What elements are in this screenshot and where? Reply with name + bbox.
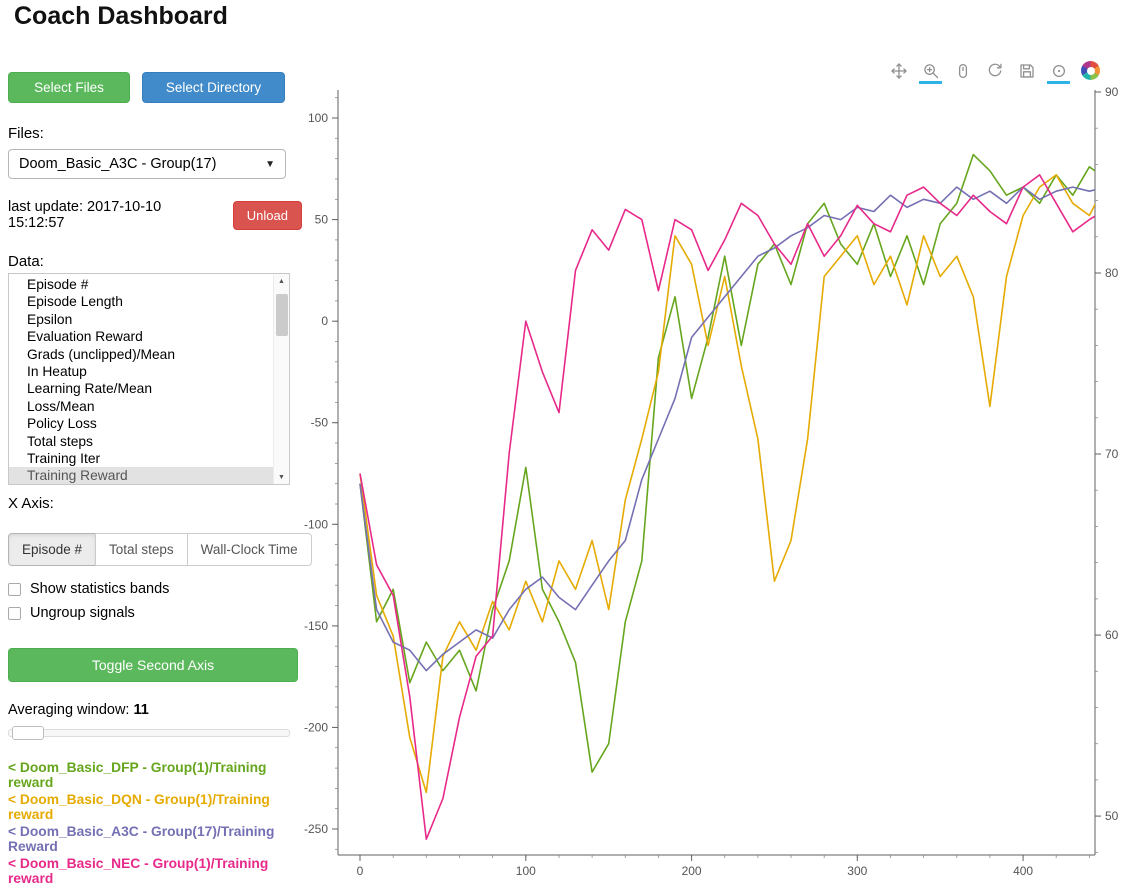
svg-text:70: 70: [1105, 447, 1119, 461]
data-listbox[interactable]: Episode # Episode Length Epsilon Evaluation…: [8, 273, 290, 485]
show-statistics-bands-label: Show statistics bands: [30, 581, 170, 597]
ungroup-signals-label: Ungroup signals: [30, 605, 135, 621]
data-list-item[interactable]: Evaluation Reward: [27, 329, 143, 345]
data-list-item[interactable]: Episode Length: [27, 294, 123, 310]
data-list-item[interactable]: Epsilon: [27, 311, 73, 327]
files-select-value: Doom_Basic_A3C - Group(17): [19, 156, 217, 172]
svg-text:300: 300: [847, 864, 867, 878]
reset-icon[interactable]: [985, 60, 1004, 81]
x-axis-option-episode[interactable]: Episode #: [8, 533, 97, 566]
data-list-item[interactable]: Training Iter: [27, 451, 101, 467]
file-buttons-row: Select Files Select Directory: [8, 72, 302, 103]
wheel-zoom-icon[interactable]: [953, 60, 972, 81]
data-list-item[interactable]: Grads (unclipped)/Mean: [27, 346, 176, 362]
last-update-text: last update: 2017-10-10 15:12:57: [8, 199, 162, 231]
data-list-item[interactable]: Total steps: [27, 433, 93, 449]
data-list-item[interactable]: In Heatup: [27, 364, 87, 380]
svg-text:50: 50: [1105, 809, 1119, 823]
averaging-window-slider[interactable]: [8, 726, 290, 740]
svg-text:50: 50: [315, 213, 329, 227]
legend-item-dfp[interactable]: < Doom_Basic_DFP - Group(1)/Training rew…: [8, 760, 267, 791]
ungroup-signals-row: Ungroup signals: [8, 605, 302, 621]
chart-panel: 100 50 0 -50 -100 -150 -200 -250 0 100 200 300 400 90…: [300, 55, 1142, 881]
bokeh-logo-icon[interactable]: [1081, 61, 1100, 80]
x-axis-label: X Axis:: [8, 495, 54, 512]
scrollbar-thumb[interactable]: [276, 294, 288, 336]
slider-handle[interactable]: [12, 726, 44, 740]
x-axis-option-total-steps[interactable]: Total steps: [95, 533, 188, 566]
save-icon[interactable]: [1017, 60, 1036, 81]
svg-text:0: 0: [321, 314, 328, 328]
data-listbox-items: Episode # Episode Length Epsilon Evaluation…: [9, 276, 273, 484]
signal-legend: < Doom_Basic_DFP - Group(1)/Training rew…: [8, 760, 302, 887]
svg-text:100: 100: [516, 864, 536, 878]
files-label: Files:: [8, 125, 44, 142]
svg-text:-100: -100: [304, 517, 328, 531]
ungroup-signals-checkbox[interactable]: [8, 606, 21, 620]
toggle-second-axis-button[interactable]: Toggle Second Axis: [8, 648, 298, 682]
data-list-item[interactable]: Loss/Mean: [27, 398, 95, 414]
hover-icon[interactable]: [1047, 60, 1070, 84]
averaging-window-row: Averaging window: 11: [8, 702, 302, 718]
last-update-row: last update: 2017-10-10 15:12:57 Unload: [8, 199, 302, 231]
data-label: Data:: [8, 253, 44, 270]
data-list-item[interactable]: Episode #: [27, 277, 89, 292]
svg-text:60: 60: [1105, 628, 1119, 642]
scroll-down-icon[interactable]: ▼: [278, 473, 285, 481]
statistics-bands-row: Show statistics bands: [8, 581, 302, 597]
averaging-window-value: 11: [133, 702, 149, 718]
legend-item-a3c[interactable]: < Doom_Basic_A3C - Group(17)/Training Re…: [8, 823, 275, 855]
legend-item-dqn[interactable]: < Doom_Basic_DQN - Group(1)/Training rew…: [8, 791, 270, 823]
page-title: Coach Dashboard: [14, 2, 228, 30]
svg-text:0: 0: [357, 864, 364, 878]
plot-toolbar: [889, 60, 1100, 84]
averaging-window-label: Averaging window:: [8, 702, 130, 718]
unload-button[interactable]: Unload: [232, 200, 302, 230]
legend-item-nec[interactable]: < Doom_Basic_NEC - Group(1)/Training rew…: [8, 855, 269, 887]
svg-text:200: 200: [682, 864, 702, 878]
scroll-up-icon[interactable]: ▲: [278, 277, 285, 285]
data-list-item[interactable]: Training Reward: [9, 467, 273, 484]
svg-text:400: 400: [1013, 864, 1033, 878]
plot-area[interactable]: 100 50 0 -50 -100 -150 -200 -250 0 100 200 300 400 90…: [300, 55, 1142, 881]
caret-down-icon: ▼: [265, 158, 275, 170]
show-statistics-bands-checkbox[interactable]: [8, 582, 21, 596]
svg-text:-200: -200: [304, 720, 328, 734]
sidebar: Select Files Select Directory Files: Doo…: [8, 72, 312, 888]
files-select[interactable]: Doom_Basic_A3C - Group(17) ▼: [8, 149, 286, 179]
box-zoom-icon[interactable]: [919, 60, 942, 84]
select-files-button[interactable]: Select Files: [8, 72, 130, 103]
data-listbox-scrollbar[interactable]: ▲ ▼: [273, 274, 289, 484]
svg-text:-250: -250: [304, 822, 328, 836]
svg-text:-150: -150: [304, 619, 328, 633]
pan-icon[interactable]: [889, 60, 908, 81]
svg-text:80: 80: [1105, 266, 1119, 280]
svg-text:-50: -50: [311, 416, 329, 430]
x-axis-option-wall-clock[interactable]: Wall-Clock Time: [186, 533, 312, 566]
x-axis-button-group: Episode # Total steps Wall-Clock Time: [8, 533, 312, 566]
svg-text:90: 90: [1105, 85, 1119, 99]
data-list-item[interactable]: Learning Rate/Mean: [27, 381, 153, 397]
svg-text:100: 100: [308, 111, 328, 125]
data-list-item[interactable]: Policy Loss: [27, 416, 97, 432]
select-directory-button[interactable]: Select Directory: [142, 72, 285, 103]
